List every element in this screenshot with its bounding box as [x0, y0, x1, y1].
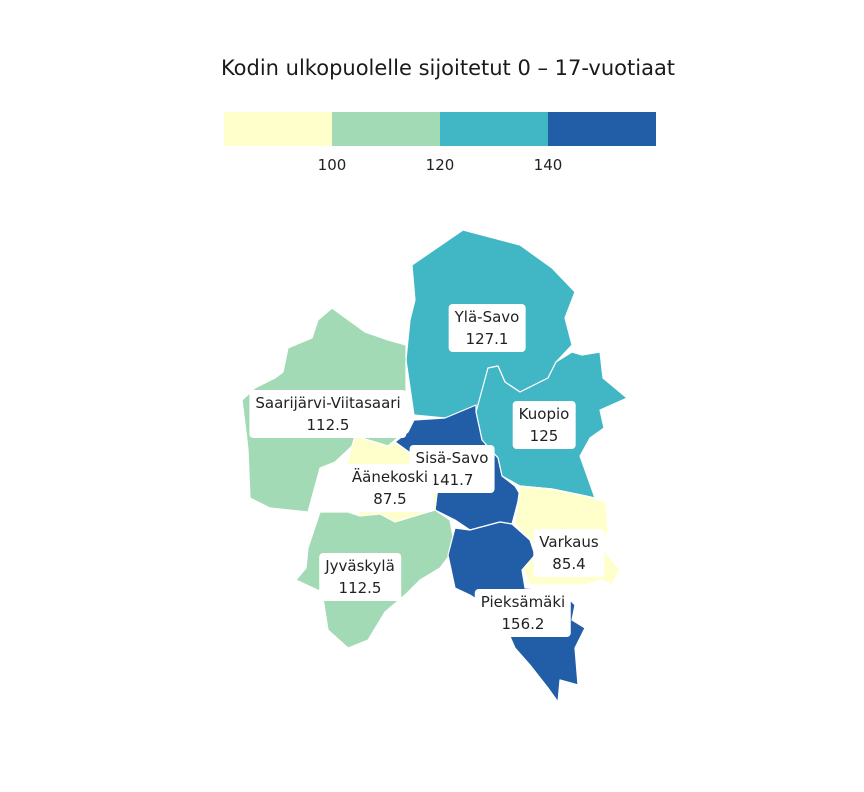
label-sisa-savo-name: Sisä-Savo	[415, 449, 489, 467]
legend-tick-140: 140	[533, 156, 563, 174]
label-sisa-savo-value: 141.7	[430, 471, 474, 489]
label-aanekoski-name: Äänekoski	[351, 468, 429, 486]
label-saarijarvi-viitasaari-value: 112.5	[306, 416, 350, 434]
color-legend	[224, 112, 656, 146]
legend-bin-3	[440, 112, 548, 146]
legend-bin-1	[224, 112, 332, 146]
label-varkaus: Varkaus 85.4	[533, 529, 605, 577]
label-saarijarvi-viitasaari-name: Saarijärvi-Viitasaari	[255, 394, 401, 412]
label-varkaus-name: Varkaus	[539, 533, 599, 551]
label-kuopio: Kuopio 125	[512, 401, 576, 449]
label-jyvaskyla-value: 112.5	[338, 579, 382, 597]
label-kuopio-value: 125	[529, 427, 559, 445]
legend-bin-2	[332, 112, 440, 146]
legend-tick-100: 100	[317, 156, 347, 174]
label-yla-savo: Ylä-Savo 127.1	[448, 304, 526, 352]
label-varkaus-value: 85.4	[552, 555, 586, 573]
label-aanekoski-value: 87.5	[373, 490, 407, 508]
label-pieksamaki-name: Pieksämäki	[480, 593, 566, 611]
label-yla-savo-name: Ylä-Savo	[454, 308, 520, 326]
label-aanekoski: Äänekoski 87.5	[345, 464, 435, 512]
label-jyvaskyla: Jyväskylä 112.5	[319, 553, 401, 601]
label-kuopio-name: Kuopio	[518, 405, 570, 423]
label-pieksamaki: Pieksämäki 156.2	[474, 589, 572, 637]
map-title: Kodin ulkopuolelle sijoitetut 0 – 17-vuo…	[220, 56, 676, 80]
legend-ticks: 100 120 140	[0, 156, 864, 176]
legend-tick-120: 120	[425, 156, 455, 174]
label-pieksamaki-value: 156.2	[501, 615, 545, 633]
label-jyvaskyla-name: Jyväskylä	[325, 557, 395, 575]
legend-bin-4	[548, 112, 656, 146]
label-yla-savo-value: 127.1	[465, 330, 509, 348]
label-saarijarvi-viitasaari: Saarijärvi-Viitasaari 112.5	[249, 390, 407, 438]
